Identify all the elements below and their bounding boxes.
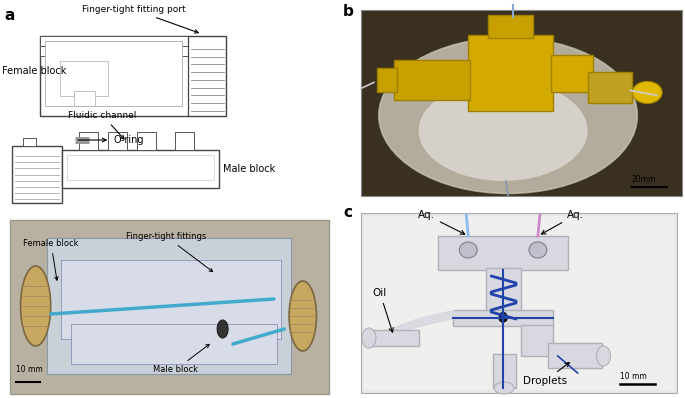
Ellipse shape [632,82,662,103]
Bar [10,220,329,394]
Text: c: c [343,205,352,220]
Ellipse shape [289,281,316,351]
Bar [469,35,553,111]
Ellipse shape [597,346,610,366]
Ellipse shape [217,320,228,338]
Bar [108,132,127,150]
Bar [488,15,533,38]
Bar [40,46,188,56]
Text: Male block: Male block [223,164,275,174]
Bar [40,36,226,116]
Circle shape [499,312,507,320]
Bar [548,343,603,368]
Ellipse shape [529,242,547,258]
Bar [45,41,182,106]
Text: 10 mm: 10 mm [621,372,647,381]
Text: Oil: Oil [373,288,393,332]
Bar [40,36,188,46]
Bar [79,132,98,150]
Text: 10 mm: 10 mm [16,365,43,374]
Bar [47,238,291,374]
Text: 20mm: 20mm [632,175,656,184]
Ellipse shape [494,382,514,394]
Bar [453,310,553,326]
Text: Finger-tight fittings: Finger-tight fittings [126,232,213,272]
Text: Fluidic channel: Fluidic channel [68,111,137,139]
Text: Aq.: Aq. [418,210,464,234]
Bar [394,60,471,100]
Bar [551,55,593,92]
Bar [493,354,516,388]
Text: Female block: Female block [23,239,79,280]
Bar [12,146,62,203]
Ellipse shape [21,266,51,346]
Bar [67,155,214,180]
Bar [377,68,397,92]
Bar [137,132,156,150]
Bar [23,138,36,146]
Circle shape [499,314,507,322]
Bar [588,72,632,103]
Ellipse shape [460,242,477,258]
Text: b: b [343,4,354,19]
Ellipse shape [379,38,637,193]
Bar [486,268,521,318]
Text: Male block: Male block [153,344,209,374]
Bar [71,324,277,364]
Text: Aq.: Aq. [541,210,584,234]
Ellipse shape [419,80,588,181]
Text: a: a [4,8,14,23]
Bar [74,91,95,106]
Text: O-ring: O-ring [78,135,144,145]
Ellipse shape [362,328,376,348]
Bar [438,236,568,270]
Bar [60,61,108,96]
Bar [364,216,674,390]
Text: Female block: Female block [2,66,66,76]
Bar [175,132,194,150]
Bar [61,260,281,339]
Bar [521,325,553,356]
Bar [369,330,419,346]
Bar [62,150,219,188]
Text: Finger-tight fitting port: Finger-tight fitting port [82,5,198,33]
Text: Droplets: Droplets [523,363,569,386]
